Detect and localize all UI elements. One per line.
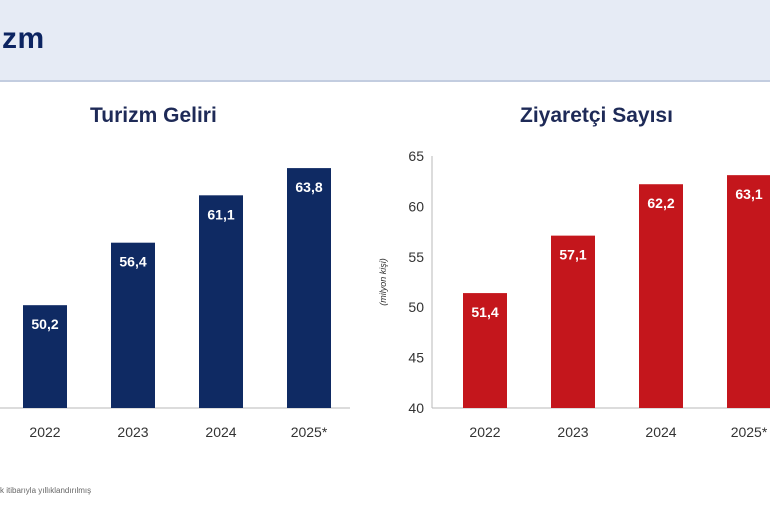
bar-value-label-0-1: 56,4 (119, 254, 146, 270)
bar-0-2022 (23, 305, 67, 408)
y-tick-label-1-0: 40 (408, 400, 424, 416)
bar-value-label-1-2: 62,2 (647, 195, 674, 211)
y-tick-label-1-4: 60 (408, 198, 424, 214)
bar-value-label-0-2: 61,1 (207, 206, 234, 222)
y-tick-label-1-3: 55 (408, 249, 424, 265)
chart-title-ziyaretci-sayisi: Ziyaretçi Sayısı (520, 104, 673, 127)
bar-value-label-1-1: 57,1 (559, 247, 586, 263)
x-tick-label-1-3: 2025* (731, 424, 768, 440)
y-tick-label-1-1: 45 (408, 350, 424, 366)
x-tick-label-1-1: 2023 (557, 424, 588, 440)
x-tick-label-1-0: 2022 (469, 424, 500, 440)
bar-value-label-0-3: 63,8 (295, 179, 322, 195)
y-axis-label-1: (milyon kişi) (378, 258, 388, 306)
x-tick-label-0-2: 2024 (205, 424, 236, 440)
bar-1-2024 (639, 184, 683, 408)
footnote: k itibarıyla yıllıklandırılmış (0, 486, 92, 495)
bar-0-2024 (199, 195, 243, 408)
bar-value-label-1-0: 51,4 (471, 304, 498, 320)
bar-value-label-0-0: 50,2 (31, 316, 58, 332)
x-tick-label-0-1: 2023 (117, 424, 148, 440)
bar-0-2025* (287, 168, 331, 408)
bar-1-2022 (463, 293, 507, 408)
x-tick-label-1-2: 2024 (645, 424, 676, 440)
y-tick-label-1-2: 50 (408, 299, 424, 315)
bar-1-2023 (551, 235, 595, 408)
page-header: zm (0, 0, 770, 82)
bar-0-2023 (111, 242, 155, 408)
bar-value-label-1-3: 63,1 (735, 186, 762, 202)
chart-title-turizm-geliri: Turizm Geliri (90, 104, 217, 127)
x-tick-label-0-3: 2025* (291, 424, 328, 440)
x-tick-label-0-0: 2022 (29, 424, 60, 440)
y-tick-label-1-5: 65 (408, 148, 424, 164)
bar-1-2025* (727, 175, 770, 408)
page-title: zm (2, 22, 45, 55)
